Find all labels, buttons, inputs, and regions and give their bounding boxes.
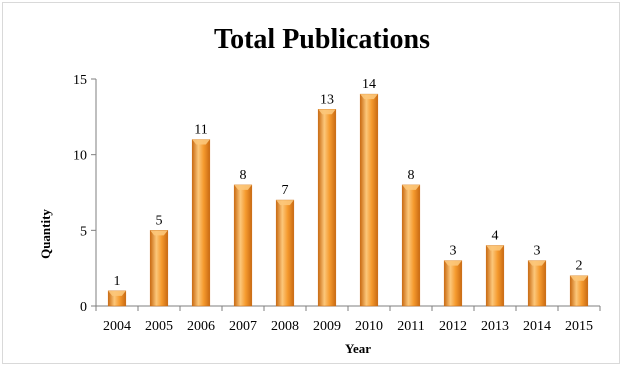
bars <box>107 93 589 307</box>
data-label: 11 <box>194 123 207 138</box>
y-tick-label: 15 <box>73 73 87 88</box>
bar-body <box>149 230 169 307</box>
bar <box>317 109 337 307</box>
bar-cap <box>402 184 420 190</box>
bar <box>107 290 127 307</box>
x-tick-label: 2010 <box>355 319 383 334</box>
bar-body <box>401 184 421 307</box>
bar <box>569 275 589 307</box>
x-tick-label: 2005 <box>145 319 173 334</box>
data-label: 13 <box>320 92 334 107</box>
bar-body <box>191 139 211 307</box>
data-label: 8 <box>240 168 247 183</box>
bar-cap <box>528 260 546 266</box>
data-label: 14 <box>362 77 376 92</box>
y-tick-label: 0 <box>80 300 87 315</box>
bar-body <box>233 184 253 307</box>
x-tick-label: 2013 <box>481 319 509 334</box>
bar <box>443 260 463 307</box>
bar-cap <box>570 275 588 281</box>
chart-title: Total Publications <box>214 24 430 55</box>
data-label: 4 <box>492 228 499 243</box>
data-label: 2 <box>576 259 583 274</box>
bar-body <box>317 109 337 307</box>
data-labels: 1 5 11 8 7 13 14 8 3 4 3 2 <box>114 77 583 289</box>
bar <box>485 245 505 307</box>
x-tick-label: 2009 <box>313 319 341 334</box>
chart-frame <box>2 2 620 364</box>
data-label: 3 <box>534 244 541 259</box>
bar-cap <box>444 260 462 266</box>
data-label: 8 <box>408 168 415 183</box>
bar-cap <box>360 94 378 100</box>
bar-body <box>275 199 295 307</box>
axes <box>91 78 601 311</box>
bar-cap <box>108 290 126 296</box>
bar-cap <box>276 200 294 206</box>
data-label: 5 <box>156 213 163 228</box>
bar <box>191 139 211 307</box>
y-tick-label: 10 <box>73 149 87 164</box>
y-axis-label: Quantity <box>38 209 53 259</box>
data-label: 3 <box>450 244 457 259</box>
x-tick-label: 2012 <box>439 319 467 334</box>
x-tick-label: 2014 <box>523 319 551 334</box>
bar-cap <box>318 109 336 115</box>
bar <box>233 184 253 307</box>
bar <box>275 199 295 307</box>
bar-cap <box>150 230 168 236</box>
bar-body <box>485 245 505 307</box>
bar-cap <box>486 245 504 251</box>
bar-cap <box>234 184 252 190</box>
y-tick-label: 5 <box>80 224 87 239</box>
x-tick-label: 2011 <box>397 319 424 334</box>
bar <box>359 93 379 307</box>
bar-cap <box>192 139 210 145</box>
bar-body <box>443 260 463 307</box>
x-tick-label: 2008 <box>271 319 299 334</box>
x-tick-label: 2015 <box>565 319 593 334</box>
bar <box>401 184 421 307</box>
x-tick-label: 2004 <box>103 319 131 334</box>
x-tick-label: 2006 <box>187 319 215 334</box>
bar <box>149 230 169 307</box>
data-label: 1 <box>114 274 121 289</box>
x-axis-label: Year <box>345 341 371 356</box>
bar-body <box>527 260 547 307</box>
bar <box>527 260 547 307</box>
bar-body <box>359 93 379 307</box>
x-tick-label: 2007 <box>229 319 257 334</box>
data-label: 7 <box>282 183 289 198</box>
